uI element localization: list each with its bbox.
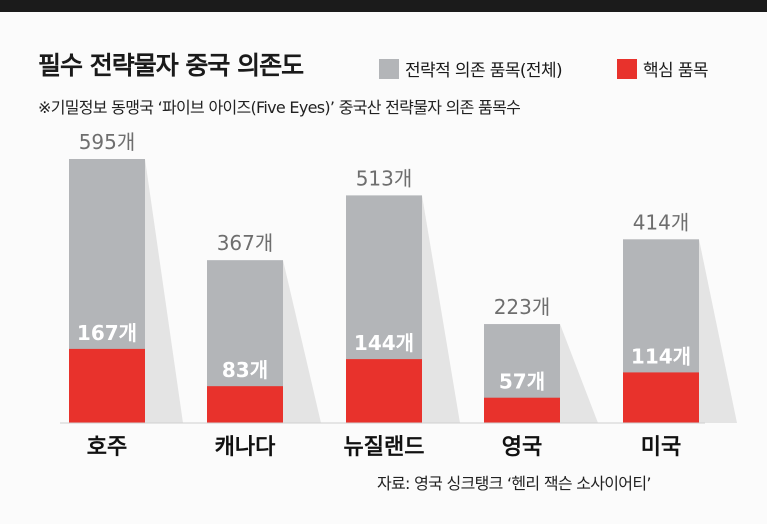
chart-title: 필수 전략물자 중국 의존도 (38, 51, 304, 80)
bar-shadow (699, 239, 737, 423)
core-value-label: 144개 (354, 331, 414, 355)
bar-shadow (560, 324, 598, 423)
total-value-label: 223개 (494, 295, 551, 319)
legend-swatch-core (617, 58, 637, 79)
category-label: 호주 (87, 435, 127, 460)
legend-item-core: 핵심 품목 (617, 56, 709, 81)
total-value-label: 414개 (633, 210, 690, 234)
core-value-label: 83개 (222, 358, 268, 382)
bar-core (623, 372, 699, 423)
bar-shadow (145, 159, 183, 423)
category-label: 캐나다 (215, 435, 276, 460)
top-bar (0, 0, 767, 12)
legend-label-core: 핵심 품목 (643, 61, 709, 81)
category-label: 미국 (641, 435, 681, 460)
legend-swatch-total (379, 58, 399, 79)
source-note: 자료: 영국 싱크탱크 ‘헨리 잭슨 소사이어티’ (377, 474, 651, 493)
legend-item-total: 전략적 의존 품목(전체) (379, 56, 563, 81)
bar-shadow (422, 195, 460, 423)
total-value-label: 595개 (79, 130, 136, 154)
bar-core (207, 386, 283, 423)
core-value-label: 57개 (499, 370, 545, 394)
total-value-label: 367개 (217, 231, 274, 255)
bar-shadow (283, 260, 321, 423)
total-value-label: 513개 (356, 166, 413, 190)
category-label: 영국 (502, 435, 542, 460)
legend-label-total: 전략적 의존 품목(전체) (405, 61, 563, 81)
bar-core (484, 397, 560, 423)
bar-core (69, 348, 145, 423)
core-value-label: 114개 (631, 344, 691, 368)
core-value-label: 167개 (77, 321, 137, 345)
category-label: 뉴질랜드 (344, 435, 425, 460)
bar-core (346, 359, 422, 423)
chart-subtitle: ※기밀정보 동맹국 ‘파이브 아이즈(Five Eyes)’ 중국산 전략물자 … (38, 98, 521, 117)
